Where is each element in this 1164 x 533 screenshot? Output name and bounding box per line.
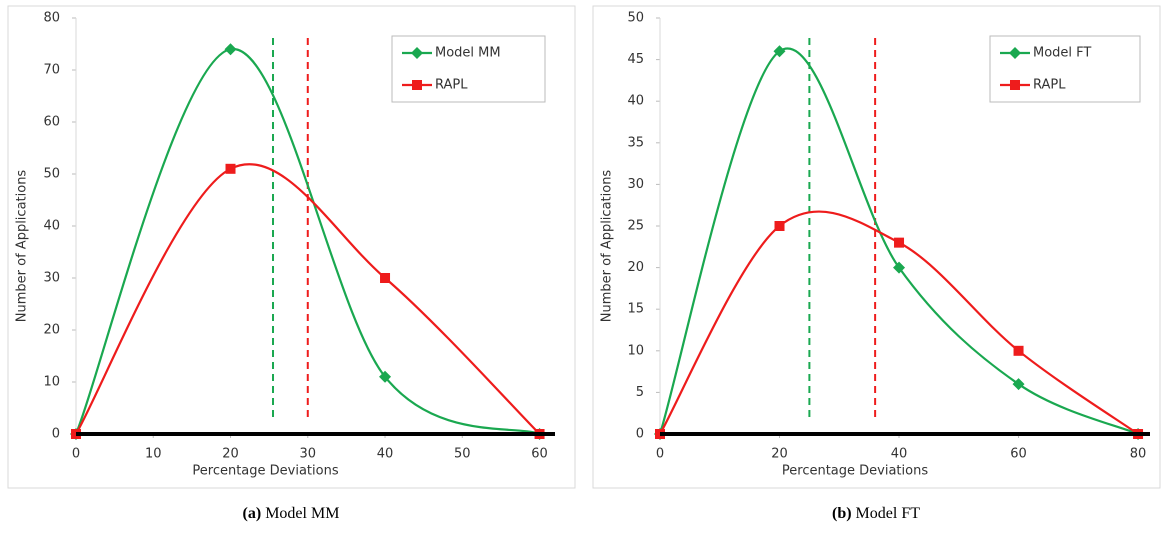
marker: [380, 273, 391, 283]
marker: [894, 237, 905, 248]
marker: [225, 163, 236, 174]
caption-label: (a): [243, 505, 262, 522]
y-tick-label: 70: [43, 63, 60, 78]
y-tick-label: 25: [627, 219, 644, 234]
y-tick-label: 20: [43, 323, 60, 338]
y-tick-label: 50: [627, 11, 644, 26]
y-tick-label: 5: [636, 385, 644, 400]
legend-label: RAPL: [1033, 78, 1066, 93]
x-tick-label: 80: [1130, 447, 1147, 462]
x-tick-label: 0: [72, 447, 80, 462]
caption-label: (b): [832, 505, 852, 522]
y-axis-title: Number of Applications: [15, 170, 30, 323]
legend-marker: [1009, 47, 1021, 59]
chart-panel: 0 5 10 15 20 25 30 35 40 45 50 0 20 40 60 80 Percentage …: [592, 5, 1161, 489]
y-tick-label: 35: [627, 135, 644, 150]
x-tick-label: 0: [656, 447, 664, 462]
legend-label: RAPL: [435, 78, 468, 93]
x-tick-label: 50: [454, 447, 471, 462]
y-tick-label: 20: [627, 260, 644, 275]
x-tick-label: 10: [145, 447, 162, 462]
y-axis-title: Number of Applications: [600, 170, 615, 323]
marker: [893, 261, 906, 274]
x-axis-title: Percentage Deviations: [192, 464, 338, 479]
x-tick-label: 40: [377, 447, 394, 462]
y-tick-label: 10: [43, 375, 60, 390]
x-axis-title: Percentage Deviations: [782, 464, 928, 479]
marker: [224, 43, 237, 56]
caption-text: Model MM: [265, 505, 339, 522]
y-tick-label: 40: [627, 94, 644, 109]
marker: [773, 45, 786, 58]
caption: (a) Model MM: [243, 505, 340, 522]
y-tick-label: 0: [52, 427, 60, 442]
y-tick-label: 60: [43, 115, 60, 130]
marker: [1012, 378, 1025, 391]
legend-marker: [411, 47, 423, 59]
legend-marker: [1010, 80, 1020, 90]
y-tick-label: 15: [627, 302, 644, 317]
marker: [774, 221, 785, 231]
x-tick-label: 20: [222, 447, 239, 462]
legend-marker: [412, 80, 422, 90]
marker: [379, 370, 392, 383]
legend-label: Model MM: [435, 46, 501, 61]
chart-panel: 0 10 20 30 40 50 60 70 80 0 10 20 30 40 50 60 Percentage…: [7, 5, 576, 489]
marker: [1013, 345, 1024, 356]
y-tick-label: 10: [627, 343, 644, 358]
y-tick-label: 50: [43, 167, 60, 182]
caption-text: Model FT: [856, 505, 921, 522]
y-tick-label: 80: [43, 11, 60, 26]
series-line: [658, 47, 1139, 436]
y-tick-label: 40: [43, 219, 60, 234]
series-line: [75, 163, 541, 435]
x-tick-label: 60: [531, 447, 548, 462]
caption: (b) Model FT: [832, 505, 920, 522]
legend-frame: [391, 35, 546, 103]
y-tick-label: 30: [43, 271, 60, 286]
y-tick-label: 45: [627, 52, 644, 67]
y-tick-label: 30: [627, 177, 644, 192]
x-tick-label: 60: [1010, 447, 1027, 462]
x-tick-label: 20: [771, 447, 788, 462]
series-line: [74, 48, 540, 436]
y-tick-label: 0: [636, 427, 644, 442]
x-tick-label: 30: [300, 447, 317, 462]
legend-label: Model FT: [1033, 46, 1091, 61]
x-tick-label: 40: [891, 447, 908, 462]
